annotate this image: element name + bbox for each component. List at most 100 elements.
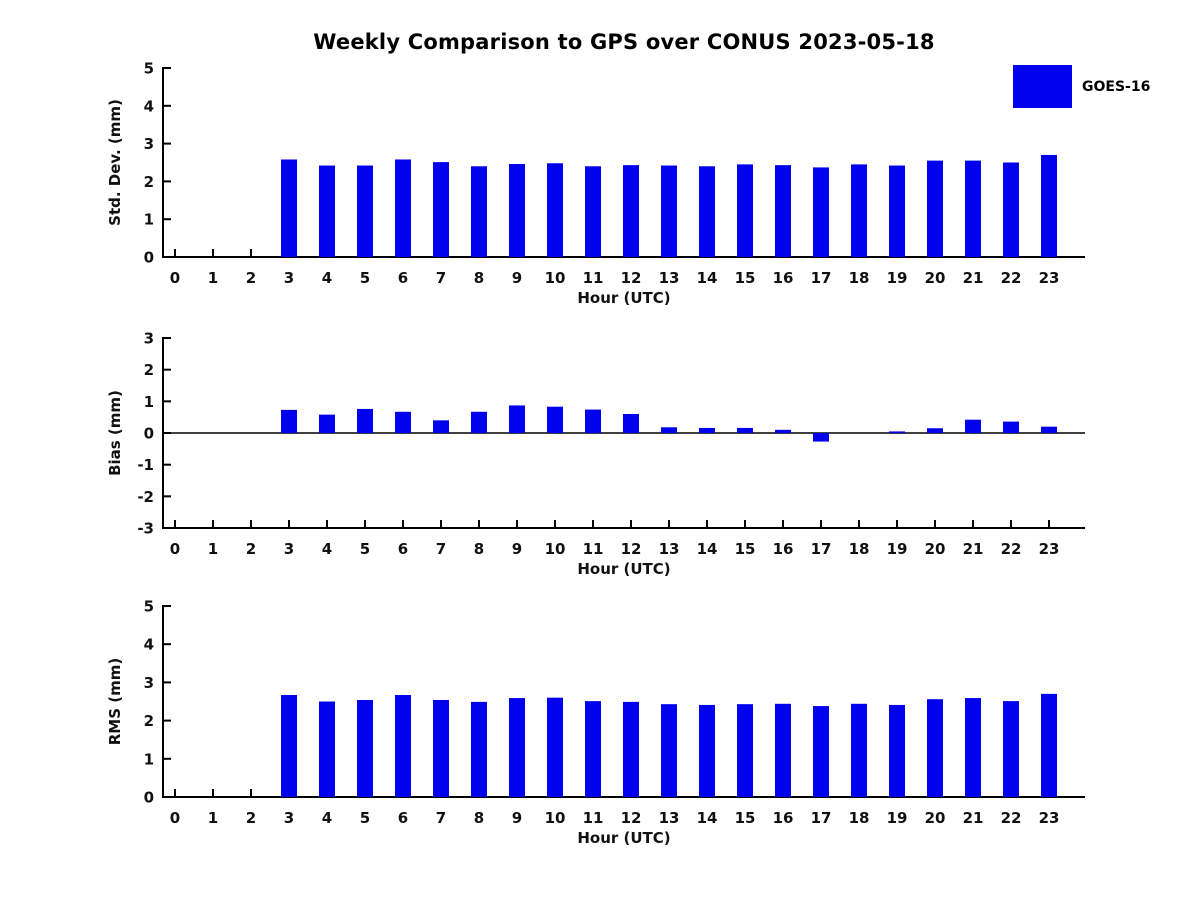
x-tick-label: 18 (849, 540, 870, 558)
x-tick-label: 6 (398, 540, 408, 558)
bar-hour-7 (433, 420, 449, 433)
x-tick-label: 14 (697, 809, 718, 827)
bar-hour-12 (623, 414, 639, 433)
bar-hour-15 (737, 704, 753, 797)
bar-hour-3 (281, 159, 297, 257)
x-tick-label: 3 (284, 809, 294, 827)
x-tick-label: 5 (360, 809, 370, 827)
x-tick-label: 0 (170, 809, 180, 827)
chart-title: Weekly Comparison to GPS over CONUS 2023… (313, 30, 935, 54)
x-tick-label: 16 (773, 269, 794, 287)
bar-hour-9 (509, 698, 525, 797)
x-tick-label: 20 (925, 269, 946, 287)
x-tick-label: 19 (887, 269, 908, 287)
y-tick-label: 3 (144, 330, 154, 348)
x-tick-label: 20 (925, 540, 946, 558)
x-tick-label: 13 (659, 269, 680, 287)
x-axis-label: Hour (UTC) (577, 560, 670, 578)
bar-hour-9 (509, 164, 525, 257)
x-tick-label: 2 (246, 809, 256, 827)
x-tick-label: 9 (512, 540, 522, 558)
bar-hour-10 (547, 406, 563, 433)
x-tick-label: 21 (963, 540, 984, 558)
bar-hour-10 (547, 697, 563, 797)
bar-hour-23 (1041, 154, 1057, 257)
x-tick-label: 4 (322, 809, 332, 827)
bar-hour-11 (585, 166, 601, 257)
x-tick-label: 17 (811, 809, 832, 827)
x-tick-label: 13 (659, 809, 680, 827)
y-tick-label: 1 (144, 211, 154, 229)
x-tick-label: 10 (545, 540, 566, 558)
y-tick-label: 3 (144, 674, 154, 692)
x-tick-label: 7 (436, 540, 446, 558)
bar-hour-19 (889, 431, 905, 433)
y-tick-label: 0 (144, 249, 154, 267)
x-tick-label: 15 (735, 809, 756, 827)
x-tick-label: 10 (545, 809, 566, 827)
legend-swatch-goes16 (1013, 65, 1072, 108)
x-tick-label: 7 (436, 809, 446, 827)
y-tick-label: 0 (144, 789, 154, 807)
bar-hour-21 (965, 698, 981, 797)
y-tick-label: 4 (144, 636, 154, 654)
x-tick-label: 22 (1001, 809, 1022, 827)
y-tick-label: 5 (144, 598, 154, 616)
bar-hour-11 (585, 409, 601, 433)
bar-hour-22 (1003, 421, 1019, 433)
bar-hour-23 (1041, 426, 1057, 433)
bar-hour-21 (965, 419, 981, 433)
x-tick-label: 19 (887, 540, 908, 558)
bar-hour-10 (547, 163, 563, 257)
bar-hour-17 (813, 433, 829, 442)
x-tick-label: 21 (963, 809, 984, 827)
bar-hour-5 (357, 699, 373, 797)
x-tick-label: 1 (208, 809, 218, 827)
x-tick-label: 10 (545, 269, 566, 287)
bar-hour-19 (889, 704, 905, 797)
bar-hour-14 (699, 704, 715, 797)
x-tick-label: 6 (398, 269, 408, 287)
x-tick-label: 2 (246, 269, 256, 287)
x-axis-label: Hour (UTC) (577, 289, 670, 307)
bar-hour-5 (357, 408, 373, 433)
x-tick-label: 13 (659, 540, 680, 558)
y-tick-label: 5 (144, 60, 154, 78)
x-tick-label: 23 (1039, 540, 1060, 558)
bar-hour-15 (737, 164, 753, 257)
y-tick-label: 1 (144, 750, 154, 768)
x-tick-label: 22 (1001, 540, 1022, 558)
x-tick-label: 17 (811, 540, 832, 558)
x-tick-label: 17 (811, 269, 832, 287)
x-tick-label: 14 (697, 540, 718, 558)
legend: GOES-16 (1013, 65, 1150, 108)
bar-hour-3 (281, 409, 297, 433)
bar-hour-4 (319, 165, 335, 257)
x-tick-label: 1 (208, 269, 218, 287)
x-tick-label: 2 (246, 540, 256, 558)
x-tick-label: 9 (512, 809, 522, 827)
x-tick-label: 23 (1039, 269, 1060, 287)
x-tick-label: 3 (284, 269, 294, 287)
x-tick-label: 14 (697, 269, 718, 287)
bar-hour-12 (623, 165, 639, 257)
y-axis-label: Std. Dev. (mm) (106, 99, 124, 226)
x-tick-label: 16 (773, 540, 794, 558)
y-tick-label: 4 (144, 97, 154, 115)
bar-hour-15 (737, 427, 753, 433)
bar-hour-17 (813, 167, 829, 257)
bar-hour-9 (509, 405, 525, 433)
x-tick-label: 8 (474, 809, 484, 827)
x-tick-label: 18 (849, 269, 870, 287)
x-tick-label: 4 (322, 269, 332, 287)
bar-hour-11 (585, 701, 601, 797)
x-tick-label: 12 (621, 540, 642, 558)
x-axis-label: Hour (UTC) (577, 829, 670, 847)
bar-hour-3 (281, 695, 297, 797)
bar-hour-4 (319, 701, 335, 797)
bar-hour-8 (471, 166, 487, 257)
y-axis-label: Bias (mm) (106, 390, 124, 476)
